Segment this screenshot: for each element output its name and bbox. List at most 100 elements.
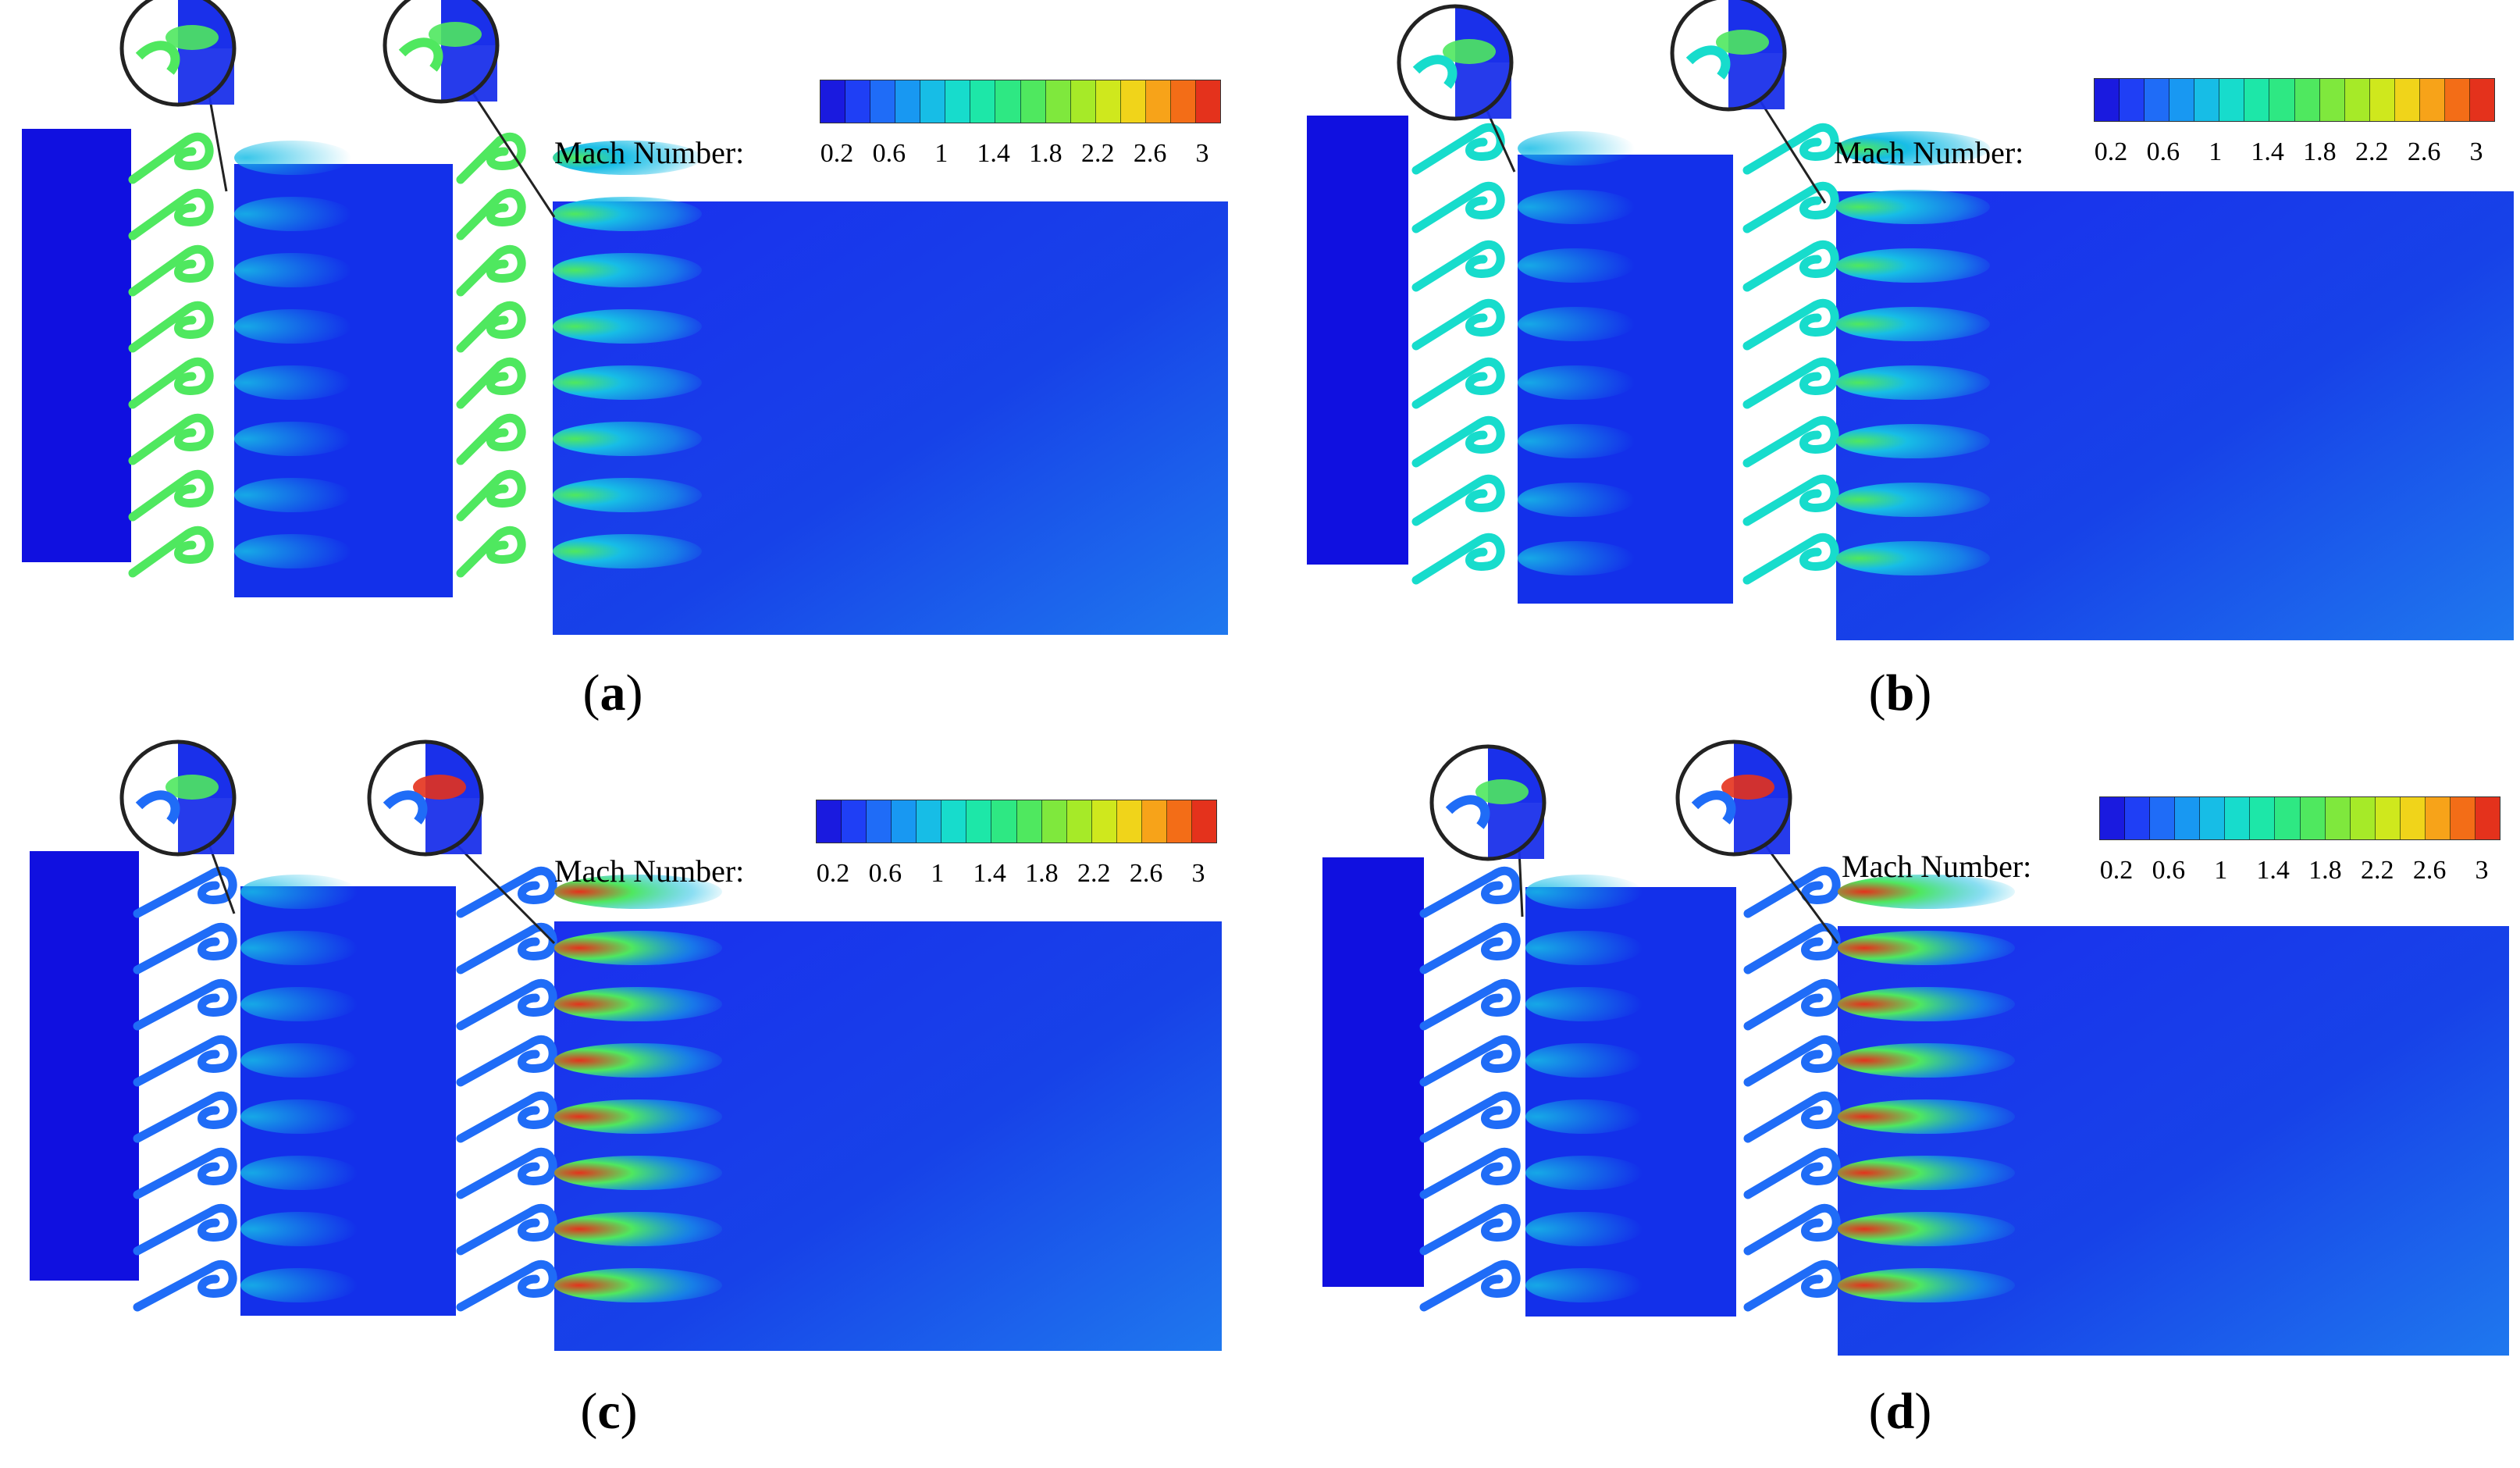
colorbar-ticks-b: 0.2 0.6 1 1.4 1.8 2.2 2.6 3 <box>2094 137 2493 169</box>
nozzle <box>128 132 214 184</box>
jet-plume <box>1838 1043 2015 1078</box>
nozzle <box>456 866 557 918</box>
nozzle <box>128 526 214 578</box>
jet-plume <box>234 365 351 400</box>
jet-plume <box>554 1268 722 1302</box>
colorbar-segment <box>1145 80 1171 123</box>
nozzle <box>1742 181 1839 233</box>
colorbar-segment <box>2325 797 2351 839</box>
nozzle <box>128 357 214 409</box>
nozzle <box>1419 1260 1521 1312</box>
jet-plume <box>1838 931 2015 965</box>
colorbar-segment <box>2375 797 2401 839</box>
colorbar-segment <box>2319 79 2345 121</box>
colorbar-segment <box>892 800 917 843</box>
jet-plume <box>1836 307 1990 341</box>
colorbar-segment <box>970 80 996 123</box>
nozzle <box>456 413 526 465</box>
jet-plume <box>234 534 351 568</box>
nozzle <box>456 1035 557 1087</box>
colorbar-tick-label: 2.2 <box>2361 856 2394 885</box>
colorbar-segment <box>945 80 971 123</box>
inset-leader-line <box>1485 109 1516 173</box>
inset-leader-line <box>1758 99 1827 204</box>
colorbar-segment <box>995 80 1021 123</box>
jet-plume <box>1525 987 1643 1021</box>
colorbar-segment <box>845 80 871 123</box>
nozzle <box>456 1091 557 1143</box>
colorbar-tick-label: 0.6 <box>2152 856 2186 885</box>
mach-contour-b <box>1307 0 2514 640</box>
colorbar-segment <box>2300 797 2326 839</box>
colorbar-segment <box>1120 80 1146 123</box>
jet-plume <box>553 422 702 456</box>
jet-plume <box>240 1212 358 1246</box>
panel-b: Mach Number: 0.2 0.6 1 1.4 1.8 2.2 2.6 3 (b) <box>1260 0 2520 742</box>
colorbar-segment <box>2400 797 2426 839</box>
colorbar-segment <box>2125 797 2151 839</box>
colorbar-tick-label: 1.4 <box>977 139 1010 168</box>
colorbar-tick-label: 0.2 <box>2099 856 2134 885</box>
jet-plume <box>1518 190 1635 224</box>
colorbar-segment <box>2100 797 2126 839</box>
jet-plume <box>553 253 702 287</box>
nozzle <box>1411 533 1505 585</box>
mach-contour-c <box>30 739 1222 1351</box>
nozzle <box>1743 866 1841 918</box>
jet-plume <box>1836 483 1990 517</box>
nozzle <box>456 244 526 297</box>
jet-plume <box>234 141 351 175</box>
jet-plume <box>1525 1099 1643 1134</box>
nozzle <box>1411 123 1505 175</box>
colorbar-tick-label: 2.6 <box>2412 856 2447 885</box>
colorbar-tick-label: 3 <box>2475 856 2489 885</box>
colorbar-c <box>816 800 1217 843</box>
nozzle <box>456 1203 557 1256</box>
nozzle <box>133 1035 237 1087</box>
nozzle <box>456 357 526 409</box>
colorbar-tick-label: 3 <box>1191 859 1205 888</box>
jet-plume <box>1518 424 1635 458</box>
jet-plume <box>554 1212 722 1246</box>
nozzle <box>1419 1035 1521 1087</box>
colorbar-segment <box>2475 797 2500 839</box>
nozzle <box>456 1147 557 1199</box>
caption-d: (d) <box>1868 1383 1932 1440</box>
colorbar-segment <box>2200 797 2226 839</box>
colorbar-segment <box>941 800 967 843</box>
nozzle <box>1742 123 1839 175</box>
colorbar-segment <box>2275 797 2301 839</box>
inlet-chamber <box>1322 857 1424 1287</box>
nozzle <box>1419 1203 1521 1256</box>
colorbar-tick-label: 1.4 <box>973 859 1006 888</box>
nozzle <box>1743 1203 1841 1256</box>
nozzle <box>1411 415 1505 468</box>
jet-plume <box>1838 1099 2015 1134</box>
magnified-inset <box>383 0 500 104</box>
colorbar-tick-label: 0.2 <box>816 859 850 888</box>
colorbar-segment <box>2120 79 2145 121</box>
colorbar-segment <box>1191 800 1216 843</box>
caption-b: (b) <box>1868 665 1932 722</box>
inset-leader-line <box>1764 844 1839 944</box>
nozzle <box>1419 922 1521 975</box>
magnified-inset <box>1397 4 1514 121</box>
jet-plume <box>1838 1268 2015 1302</box>
nozzle <box>456 301 526 353</box>
caption-c: (c) <box>580 1383 638 1440</box>
magnified-inset <box>367 739 484 857</box>
jet-plume <box>240 875 358 909</box>
colorbar-tick-label: 1 <box>2214 856 2228 885</box>
colorbar-segment <box>917 800 942 843</box>
nozzle <box>1419 1091 1521 1143</box>
nozzle <box>1743 978 1841 1031</box>
jet-plume <box>1518 307 1635 341</box>
colorbar-a <box>820 80 1221 123</box>
nozzle <box>128 469 214 522</box>
colorbar-segment <box>1141 800 1167 843</box>
nozzle <box>128 413 214 465</box>
colorbar-segment <box>2244 79 2270 121</box>
colorbar-ticks-a: 0.2 0.6 1 1.4 1.8 2.2 2.6 3 <box>820 139 1219 170</box>
colorbar-label-a: Mach Number: <box>554 135 745 170</box>
colorbar-tick-label: 1 <box>2209 137 2223 166</box>
